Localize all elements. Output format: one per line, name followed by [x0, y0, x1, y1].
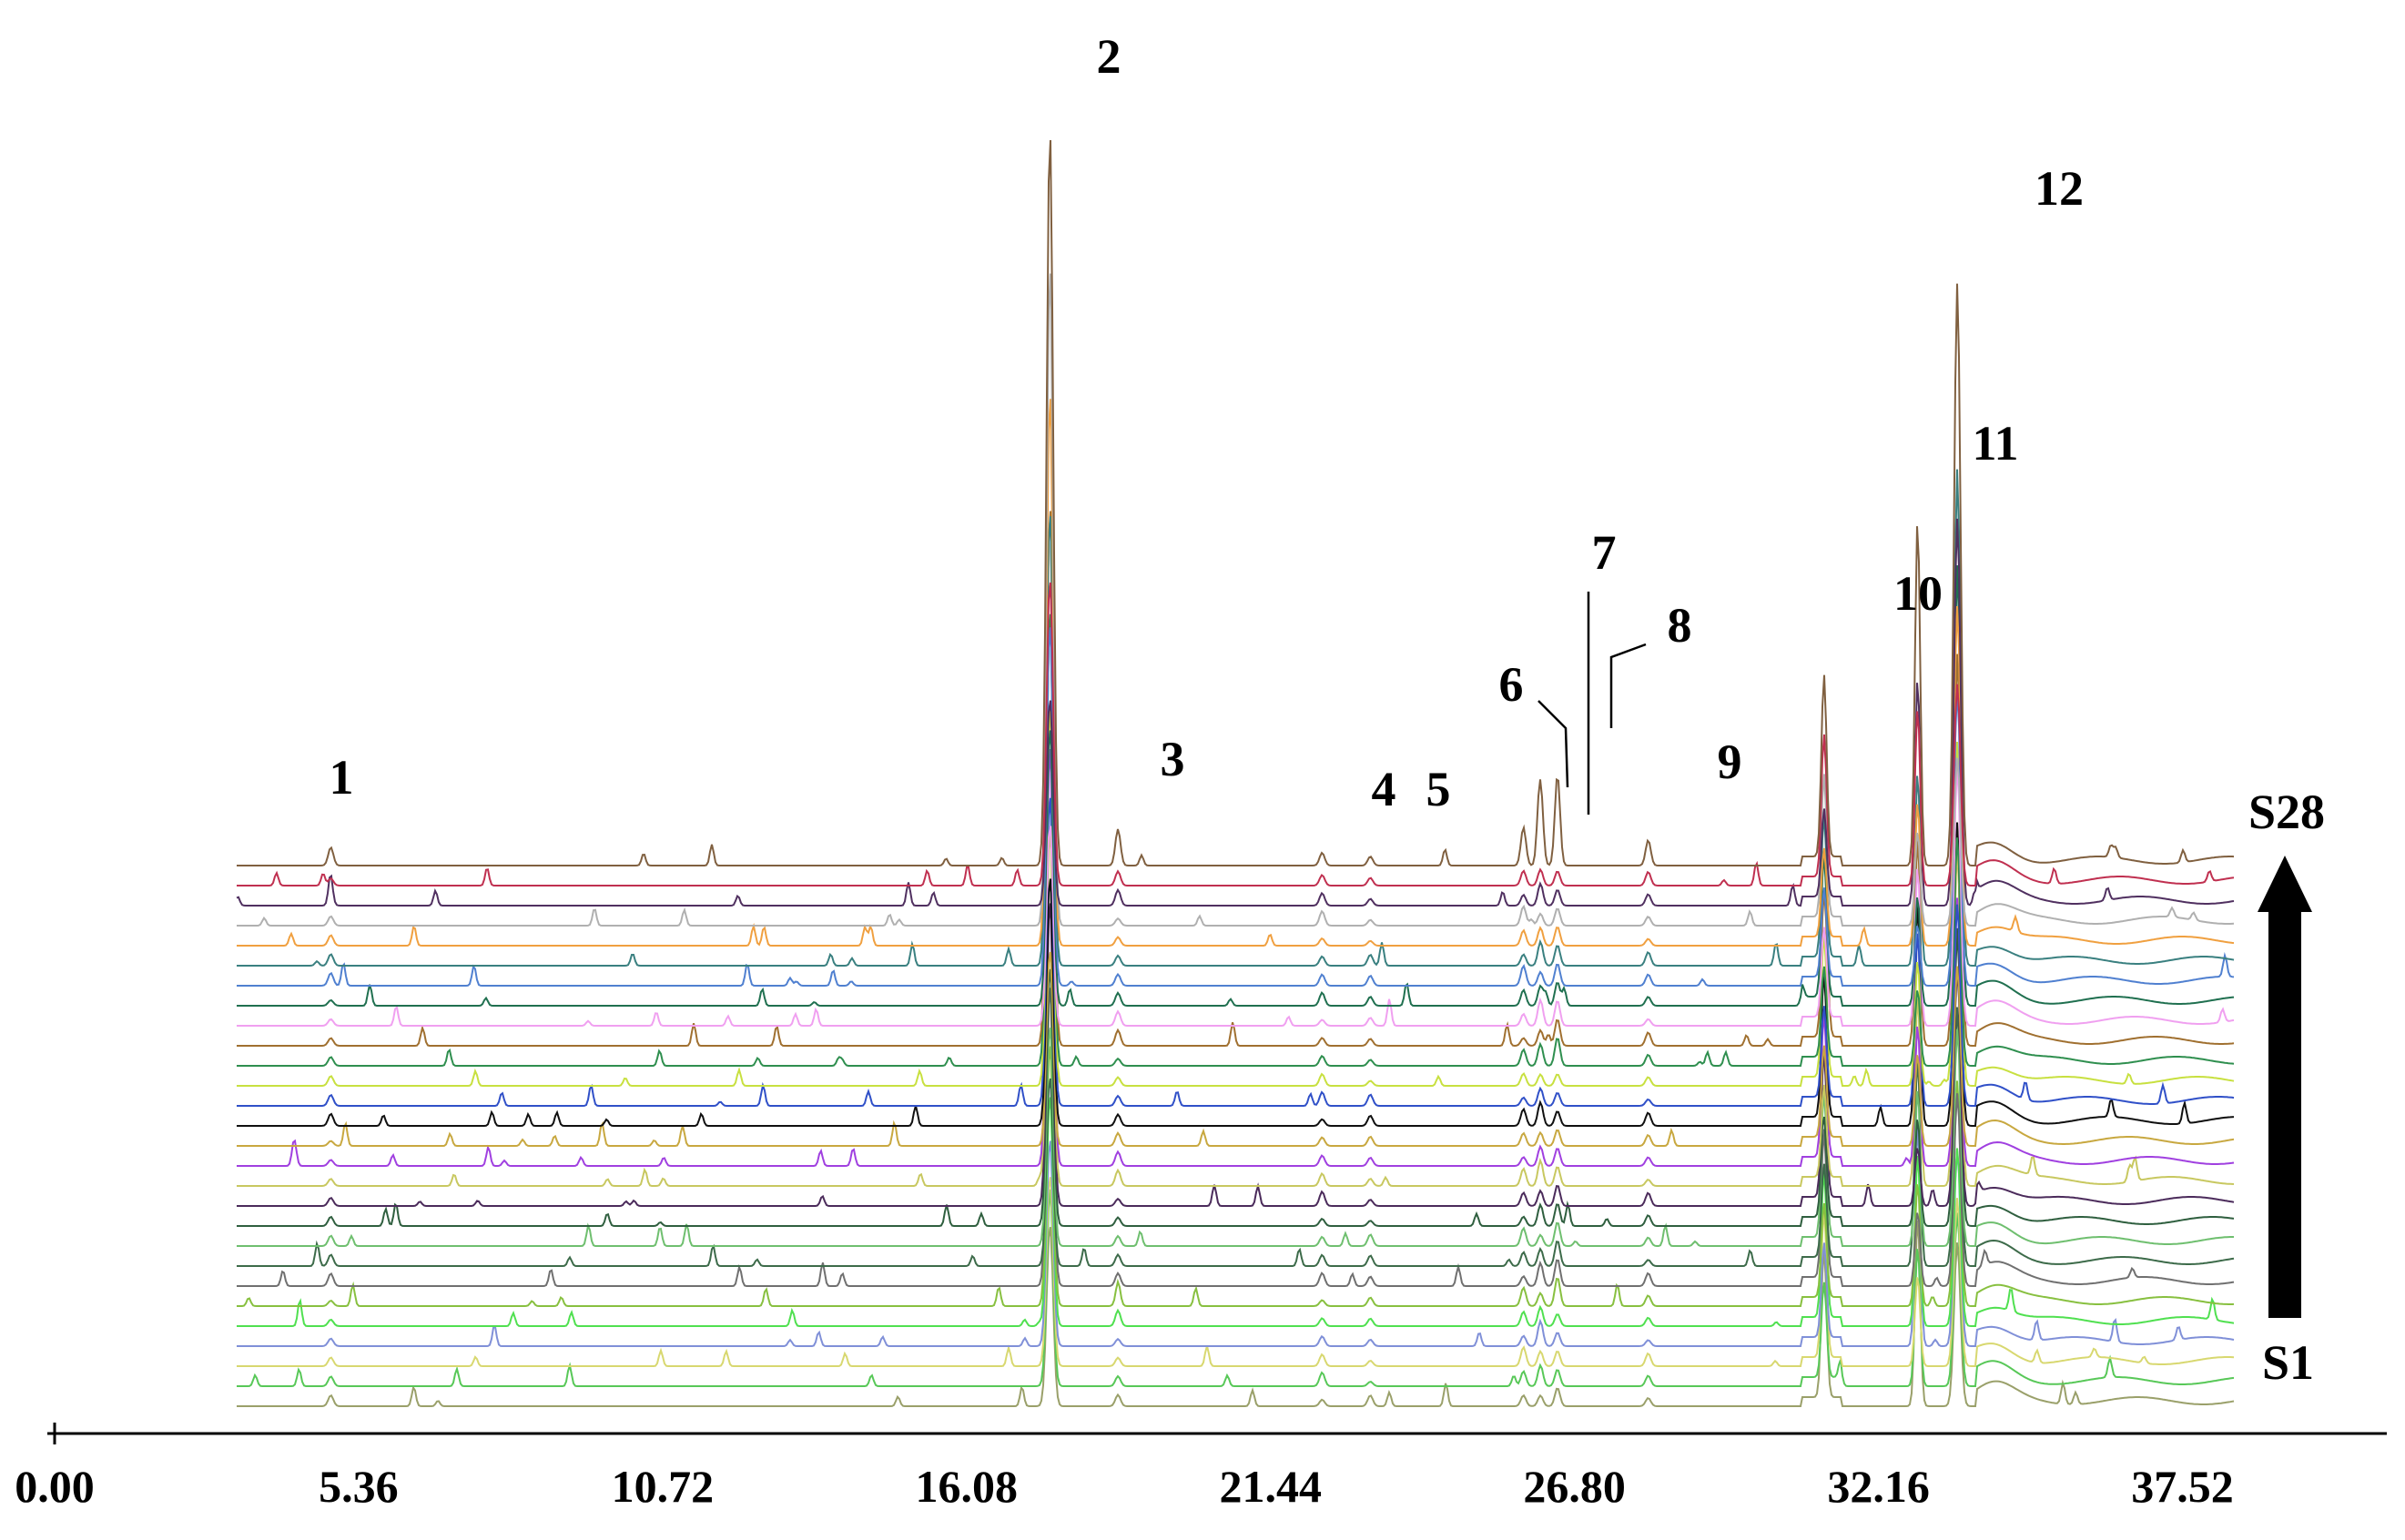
trace-s12 [237, 829, 2235, 1187]
peak-label-3: 3 [1161, 732, 1185, 786]
peak-label-9: 9 [1718, 735, 1742, 789]
trace-s4 [237, 1127, 2235, 1348]
arrow-shaft [2268, 910, 2301, 1318]
peak-label-11: 11 [1972, 416, 2018, 471]
trace-s7 [237, 988, 2235, 1287]
peak-label-12: 12 [2035, 161, 2084, 216]
x-tick-label-4: 21.44 [1219, 1461, 1322, 1512]
trace-s28 [237, 139, 2235, 866]
x-tick-label-1: 5.36 [319, 1461, 399, 1512]
peak-8-leader [1609, 643, 1647, 728]
trace-s16 [237, 797, 2235, 1107]
trace-s17 [237, 709, 2235, 1087]
trace-s3 [237, 1177, 2235, 1367]
trace-s11 [237, 903, 2235, 1208]
trace-s26 [236, 518, 2235, 907]
arrow-head [2258, 856, 2312, 912]
trace-s13 [237, 749, 2235, 1167]
trace-s2 [237, 1189, 2235, 1387]
x-axis-ticks: 0.00 5.36 10.72 16.08 21.44 26.80 32.16 37.52 [15, 1461, 2233, 1512]
trace-s19 [237, 511, 2235, 1048]
x-tick-label-2: 10.72 [612, 1461, 715, 1512]
x-tick-label-7: 37.52 [2131, 1461, 2234, 1512]
x-tick-label-6: 32.16 [1827, 1461, 1930, 1512]
trace-s24 [237, 399, 2235, 947]
x-tick-label-0: 0.00 [15, 1461, 95, 1512]
sample-label-last: S28 [2248, 785, 2325, 839]
peak-label-5: 5 [1426, 762, 1451, 816]
trace-s23 [237, 469, 2235, 967]
trace-s25 [237, 273, 2235, 927]
trace-s1 [237, 1220, 2235, 1407]
sample-label-first: S1 [2262, 1335, 2314, 1390]
trace-s15 [237, 822, 2235, 1127]
peak-label-6: 6 [1499, 657, 1524, 712]
trace-s5 [237, 1097, 2235, 1328]
peak-label-4: 4 [1372, 762, 1396, 816]
peak-label-10: 10 [1893, 566, 1943, 621]
trace-s14 [237, 951, 2235, 1147]
peak-label-8: 8 [1668, 598, 1692, 653]
trace-s9 [237, 1027, 2234, 1247]
trace-s8 [237, 1007, 2235, 1267]
sample-order-arrow [2258, 856, 2312, 1318]
peak-label-7: 7 [1592, 525, 1617, 580]
chromatogram-traces [236, 139, 2235, 1407]
trace-s27 [237, 582, 2235, 887]
x-tick-label-5: 26.80 [1523, 1461, 1626, 1512]
trace-s22 [237, 627, 2235, 988]
trace-s18 [237, 613, 2235, 1067]
peak-6-leader [1537, 700, 1569, 788]
peak-label-1: 1 [330, 750, 354, 805]
trace-s6 [237, 1046, 2235, 1307]
trace-s10 [237, 927, 2235, 1227]
x-tick-label-3: 16.08 [916, 1461, 1019, 1512]
peak-label-2: 2 [1097, 29, 1121, 84]
x-axis [47, 1423, 2387, 1444]
trace-s20 [237, 765, 2235, 1027]
trace-s21 [237, 565, 2235, 1007]
